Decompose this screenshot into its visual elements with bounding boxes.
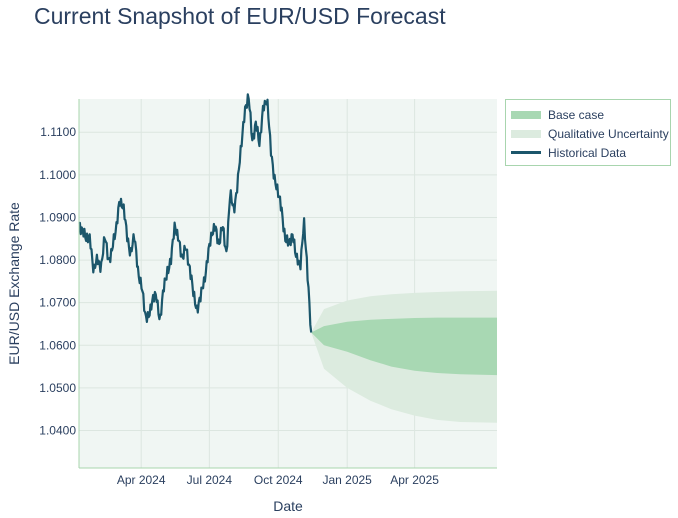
- y-tick-label: 1.0600: [39, 338, 76, 352]
- y-tick-label: 1.0900: [39, 210, 76, 224]
- legend-label: Base case: [548, 107, 605, 122]
- legend-item-qualitative-uncertainty[interactable]: Qualitative Uncertainty: [511, 124, 670, 143]
- y-tick-label: 1.0800: [39, 253, 76, 267]
- x-tick-label: Jul 2024: [187, 473, 233, 487]
- base-case-band: [311, 317, 497, 376]
- x-tick-label: Apr 2025: [390, 473, 439, 487]
- y-tick-label: 1.1100: [40, 125, 76, 139]
- x-tick-label: Apr 2024: [117, 473, 166, 487]
- legend-item-base-case[interactable]: Base case: [511, 105, 670, 124]
- base-case-swatch-icon: [511, 110, 541, 119]
- historical-swatch-icon: [511, 151, 541, 154]
- legend-label: Qualitative Uncertainty: [548, 126, 669, 141]
- x-tick-label: Jan 2025: [322, 473, 372, 487]
- y-axis-title: EUR/USD Exchange Rate: [6, 202, 22, 365]
- legend-label: Historical Data: [548, 145, 627, 160]
- legend[interactable]: Base case Qualitative Uncertainty Histor…: [505, 99, 671, 166]
- tick-labels: 1.0400 1.0500 1.0600 1.0700 1.0800 1.0900 1.10…: [39, 125, 439, 487]
- y-tick-label: 1.0500: [39, 381, 76, 395]
- historical-data-line: [78, 93, 313, 333]
- chart-title: Current Snapshot of EUR/USD Forecast: [34, 3, 446, 29]
- axes: [78, 99, 497, 469]
- qualitative-swatch-icon: [511, 129, 541, 138]
- y-tick-label: 1.1000: [39, 168, 76, 182]
- x-tick-label: Oct 2024: [254, 473, 303, 487]
- y-tick-label: 1.0400: [39, 424, 76, 438]
- grid-lines: [79, 99, 497, 468]
- legend-item-historical-data[interactable]: Historical Data: [511, 143, 670, 162]
- y-tick-label: 1.0700: [39, 296, 76, 310]
- x-axis-title: Date: [273, 498, 303, 514]
